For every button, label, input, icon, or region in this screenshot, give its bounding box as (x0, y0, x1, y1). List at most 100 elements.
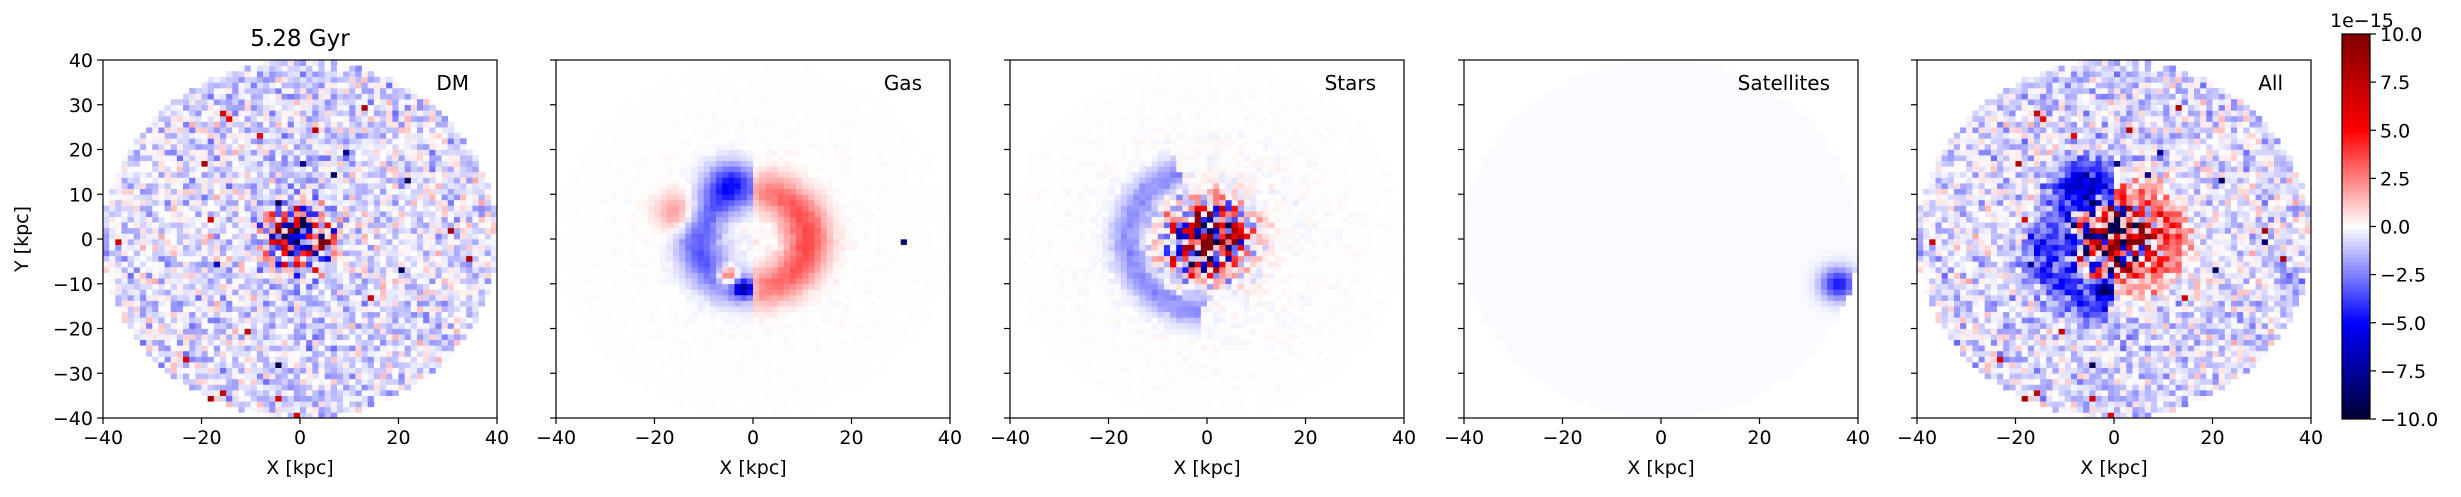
heatmap-cell (574, 183, 581, 189)
heatmap-cell (201, 239, 209, 245)
heatmap-cell (386, 177, 393, 184)
heatmap-cell (367, 261, 375, 268)
heatmap-cell (250, 289, 258, 296)
heatmap-cell (691, 278, 698, 285)
heatmap-cell (441, 199, 449, 206)
heatmap-cell (636, 149, 643, 156)
heatmap-cell (416, 244, 424, 251)
heatmap-cell (281, 311, 289, 318)
heatmap-cell (746, 328, 754, 335)
heatmap-cell (238, 166, 245, 173)
heatmap-cell (281, 289, 289, 296)
heatmap-cell (398, 306, 406, 313)
heatmap-cell (586, 334, 594, 341)
heatmap-cell (740, 306, 748, 313)
heatmap-cell (115, 261, 122, 268)
heatmap-cell (753, 177, 760, 184)
heatmap-cell (416, 311, 424, 318)
heatmap-cell (447, 244, 455, 251)
heatmap-cell (318, 82, 325, 89)
heatmap-cell (685, 317, 692, 324)
heatmap-cell (753, 194, 760, 201)
heatmap-cell (574, 283, 581, 290)
heatmap-cell (660, 166, 668, 173)
heatmap-cell (685, 183, 692, 189)
heatmap-cell (152, 306, 159, 313)
heatmap-cell (685, 367, 692, 374)
heatmap-cell (666, 278, 674, 285)
heatmap-cell (146, 222, 153, 229)
heatmap-cell (281, 127, 289, 134)
heatmap-cell (207, 76, 215, 83)
heatmap-cell (373, 250, 381, 257)
heatmap-cell (250, 171, 258, 178)
heatmap-cell (343, 71, 350, 78)
heatmap-cell (447, 239, 455, 245)
heatmap-cell (226, 328, 233, 335)
heatmap-cell (666, 289, 674, 296)
heatmap-cell (753, 138, 760, 145)
heatmap-cell (133, 149, 141, 156)
heatmap-cell (703, 362, 711, 368)
heatmap-cell (256, 110, 264, 117)
heatmap-cell (300, 356, 307, 363)
heatmap-cell (195, 300, 202, 307)
heatmap-cell (176, 121, 184, 128)
heatmap-cell (716, 289, 723, 296)
heatmap-cell (648, 233, 655, 240)
heatmap-cell (472, 266, 479, 273)
heatmap-cell (441, 317, 449, 324)
heatmap-cell (380, 306, 387, 313)
heatmap-cell (691, 138, 698, 145)
heatmap-cell (361, 199, 369, 206)
heatmap-cell (244, 350, 252, 357)
heatmap-cell (281, 412, 289, 419)
heatmap-cell (133, 283, 141, 290)
heatmap-cell (709, 345, 717, 352)
heatmap-cell (386, 99, 393, 106)
heatmap-cell (373, 216, 381, 223)
heatmap-cell (318, 76, 325, 83)
heatmap-cell (256, 104, 264, 111)
heatmap-cell (404, 138, 412, 145)
heatmap-cell (574, 255, 581, 262)
heatmap-cell (759, 272, 766, 279)
heatmap-cell (629, 317, 637, 324)
heatmap-cell (238, 160, 245, 167)
heatmap-cell (703, 395, 711, 402)
heatmap-cell (293, 171, 301, 178)
heatmap-cell (404, 306, 412, 313)
heatmap-cell (429, 300, 436, 307)
heatmap-cell (753, 183, 760, 189)
heatmap-cell (623, 334, 631, 341)
heatmap-cell (219, 378, 227, 385)
heatmap-cell (263, 233, 270, 240)
heatmap-cell (170, 233, 178, 240)
heatmap-cell (300, 322, 307, 329)
heatmap-cell (176, 211, 184, 217)
heatmap-cell (361, 278, 369, 285)
heatmap-cell (287, 317, 295, 324)
heatmap-cell (219, 294, 227, 301)
heatmap-cell (170, 278, 178, 285)
heatmap-cell (281, 283, 289, 290)
heatmap-cell (703, 233, 711, 240)
heatmap-cell (709, 143, 717, 150)
heatmap-cell (697, 390, 705, 396)
heatmap-cell (324, 149, 332, 156)
heatmap-cell (158, 328, 165, 335)
heatmap-cell (416, 110, 424, 117)
heatmap-cell (672, 334, 680, 341)
heatmap-cell (195, 311, 202, 318)
heatmap-cell (367, 367, 375, 374)
heatmap-cell (183, 345, 190, 352)
heatmap-cell (373, 143, 381, 150)
heatmap-cell (484, 239, 492, 245)
heatmap-cell (287, 300, 295, 307)
heatmap-cell (306, 199, 313, 206)
heatmap-cell (312, 205, 319, 212)
heatmap-cell (660, 322, 668, 329)
heatmap-cell (709, 317, 717, 324)
heatmap-cell (373, 395, 381, 402)
heatmap-cell (139, 317, 147, 324)
